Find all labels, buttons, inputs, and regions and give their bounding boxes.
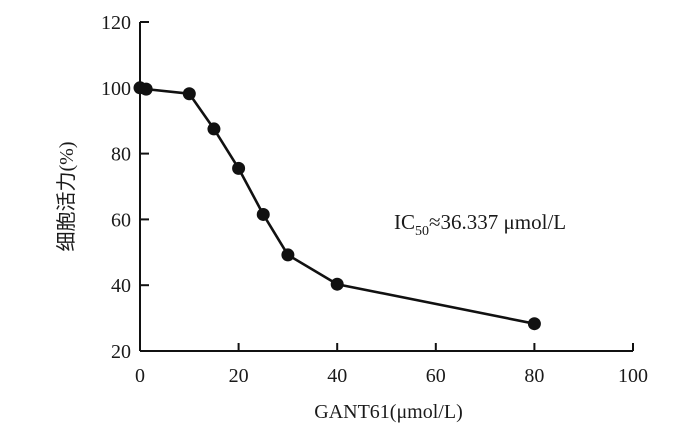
- x-ticks: 0 20 40 60 80 100: [135, 343, 648, 387]
- x-tick-label: 80: [524, 365, 544, 387]
- axes: [139, 22, 633, 352]
- data-point: [182, 87, 196, 101]
- y-tick-label: 40: [111, 275, 131, 297]
- ic50-prefix: IC: [394, 210, 415, 234]
- y-tick-label: 20: [111, 341, 131, 363]
- y-ticks: 20 40 60 80 100 120: [101, 12, 149, 363]
- data-point: [527, 317, 541, 331]
- x-tick-label: 40: [327, 365, 347, 387]
- data-point: [139, 82, 153, 96]
- y-tick-label: 120: [101, 12, 131, 34]
- y-axis-title: 细胞活力(%): [55, 142, 78, 252]
- data-point: [207, 122, 221, 136]
- series-layer: [133, 81, 541, 331]
- data-point: [256, 207, 270, 221]
- data-point: [232, 161, 246, 175]
- x-tick-label: 60: [426, 365, 446, 387]
- ic50-value: ≈36.337 μmol/L: [429, 210, 566, 234]
- data-point: [281, 248, 295, 262]
- data-point: [330, 277, 344, 291]
- x-tick-label: 100: [618, 365, 648, 387]
- x-tick-label: 0: [135, 365, 145, 387]
- x-axis-title: GANT61(μmol/L): [314, 401, 462, 423]
- x-tick-label: 20: [229, 365, 249, 387]
- y-tick-label: 60: [111, 209, 131, 231]
- ic50-annotation: IC50≈36.337 μmol/L: [394, 210, 566, 239]
- ic50-subscript: 50: [415, 224, 429, 239]
- y-tick-label: 80: [111, 144, 131, 166]
- y-tick-label: 100: [101, 78, 131, 100]
